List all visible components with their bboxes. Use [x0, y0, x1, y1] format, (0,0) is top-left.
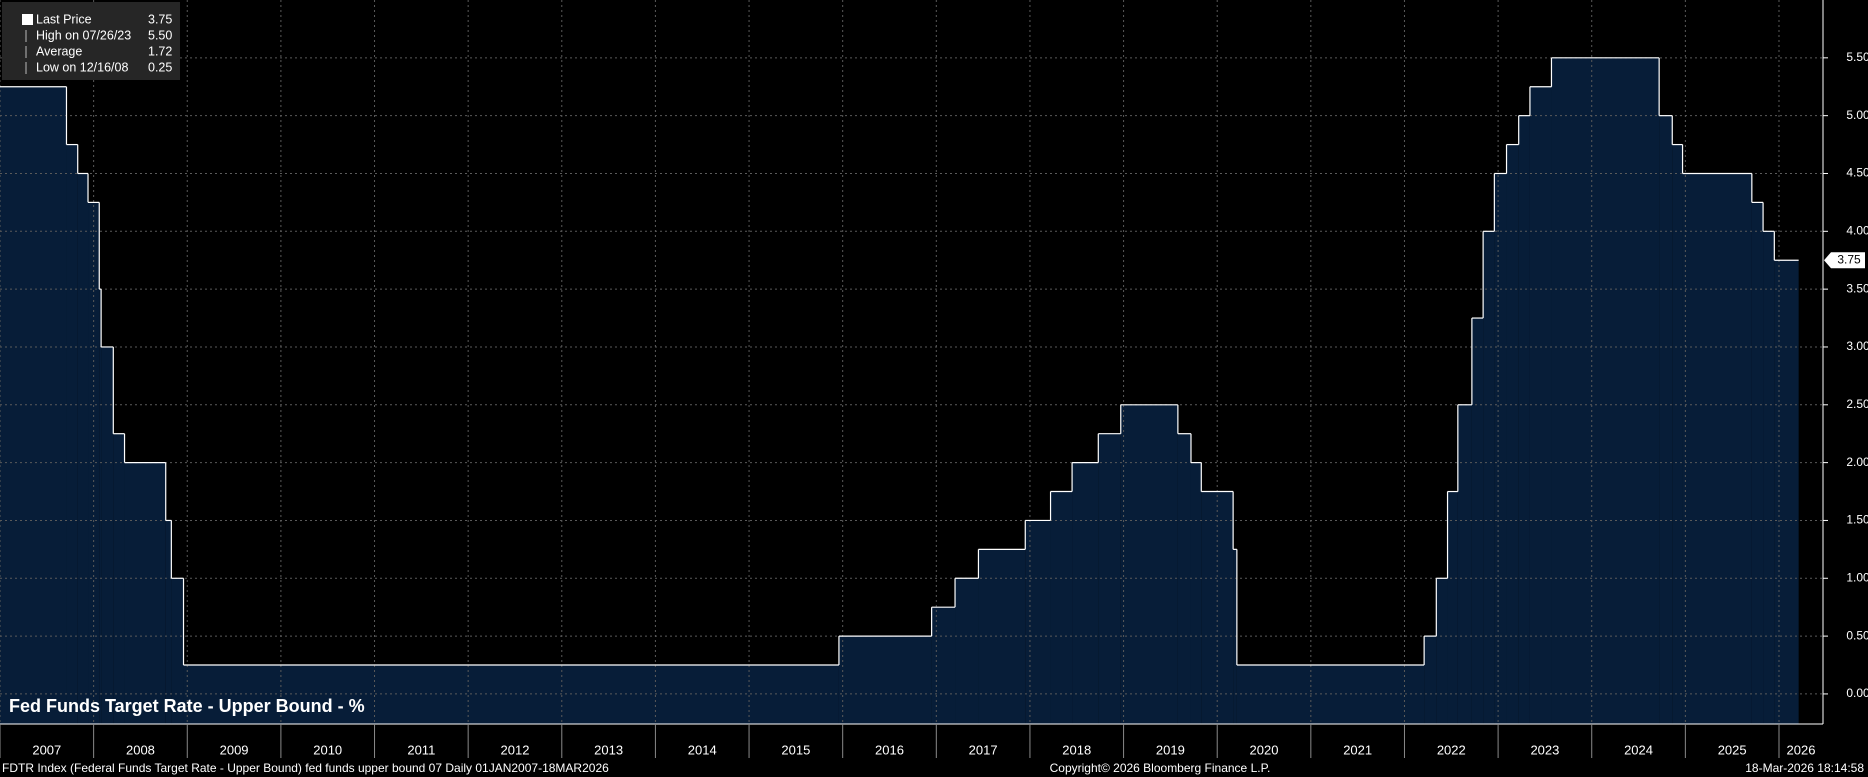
- legend-label: High on 07/26/23: [36, 28, 131, 42]
- area-segment: [88, 202, 100, 724]
- chart-title: Fed Funds Target Rate - Upper Bound - %: [9, 696, 365, 716]
- x-tick-label: 2014: [688, 742, 717, 757]
- y-tick-label: 2.50: [1846, 397, 1868, 411]
- area-segment: [124, 462, 166, 724]
- x-tick-label: 2019: [1156, 742, 1185, 757]
- area-segment: [1424, 636, 1437, 724]
- x-tick-label: 2018: [1062, 742, 1091, 757]
- x-tick-label: 2012: [501, 742, 530, 757]
- footer-right: 18-Mar-2026 18:14:58: [1745, 761, 1864, 775]
- area-segment: [66, 144, 78, 724]
- area-segment: [77, 173, 89, 724]
- x-tick-label: 2017: [969, 742, 998, 757]
- x-tick-label: 2021: [1343, 742, 1372, 757]
- y-tick-label: 1.50: [1846, 513, 1868, 527]
- plot-area: [0, 0, 1823, 725]
- area-segment: [1436, 578, 1448, 724]
- area-segment: [1236, 665, 1425, 724]
- legend-value: 1.72: [148, 44, 172, 58]
- area-segment: [1483, 231, 1495, 724]
- y-tick-label: 4.50: [1846, 166, 1868, 180]
- area-segment: [1659, 115, 1673, 724]
- area-segment: [1751, 202, 1764, 724]
- y-tick-label: 4.00: [1846, 223, 1868, 237]
- x-tick-label: 2015: [781, 742, 810, 757]
- y-tick-label: 0.50: [1846, 628, 1868, 642]
- area-segment: [1177, 433, 1191, 724]
- area-segment: [1233, 549, 1237, 724]
- last-price-label: 3.75: [1837, 252, 1861, 266]
- area-segment: [1098, 433, 1121, 724]
- area-segment: [0, 86, 67, 724]
- area-segment: [1682, 173, 1752, 724]
- area-segment: [1471, 318, 1484, 724]
- y-tick-label: 2.00: [1846, 455, 1868, 469]
- legend-value: 3.75: [148, 12, 172, 26]
- last-price-marker: [1824, 252, 1865, 269]
- x-tick-label: 2023: [1530, 742, 1559, 757]
- area-segment: [183, 665, 839, 724]
- y-tick-label: 0.00: [1846, 686, 1868, 700]
- x-tick-label: 2025: [1718, 742, 1747, 757]
- y-tick-label: 5.50: [1846, 50, 1868, 64]
- area-segment: [1447, 491, 1458, 724]
- x-tick-label: 2024: [1624, 742, 1653, 757]
- legend-label: Low on 12/16/08: [36, 60, 128, 74]
- y-tick-label: 3.50: [1846, 281, 1868, 295]
- legend-swatch: [22, 14, 33, 25]
- legend-label: Last Price: [36, 12, 92, 26]
- x-tick-label: 2013: [594, 742, 623, 757]
- area-segment: [101, 346, 114, 724]
- legend-label: Average: [36, 44, 82, 58]
- area-segment: [1529, 86, 1552, 724]
- x-tick-label: 2011: [407, 742, 435, 757]
- area-segment: [165, 520, 172, 724]
- area-segment: [1120, 404, 1178, 724]
- area-segment: [1763, 231, 1775, 724]
- area-segment: [1672, 144, 1683, 724]
- area-segment: [1551, 57, 1660, 725]
- y-tick-label: 5.00: [1846, 108, 1868, 122]
- area-segment: [99, 289, 102, 724]
- area-segment: [171, 578, 184, 724]
- area-segment: [838, 636, 932, 724]
- area-segment: [955, 578, 979, 724]
- x-tick-label: 2016: [875, 742, 904, 757]
- area-segment: [113, 433, 125, 724]
- footer-left: FDTR Index (Federal Funds Target Rate - …: [2, 761, 609, 775]
- area-segment: [1518, 115, 1530, 724]
- area-segment: [931, 607, 956, 724]
- y-tick-label: 1.00: [1846, 570, 1868, 584]
- x-tick-label: 2008: [126, 742, 155, 757]
- y-tick-label: 3.00: [1846, 339, 1868, 353]
- area-segment: [1494, 173, 1507, 724]
- legend-value: 0.25: [148, 60, 172, 74]
- x-tick-label: 2020: [1250, 742, 1279, 757]
- area-segment: [978, 549, 1026, 724]
- x-tick-label: 2026: [1787, 742, 1816, 757]
- area-segment: [1050, 491, 1073, 724]
- x-tick-label: 2009: [220, 742, 249, 757]
- legend-value: 5.50: [148, 28, 172, 42]
- x-tick-label: 2010: [313, 742, 342, 757]
- area-segment: [1190, 462, 1202, 724]
- area-segment: [1457, 404, 1472, 724]
- footer-center: Copyright© 2026 Bloomberg Finance L.P.: [1050, 761, 1271, 775]
- x-tick-label: 2022: [1437, 742, 1466, 757]
- area-segment: [1072, 462, 1099, 724]
- area-segment: [1774, 260, 1799, 724]
- x-tick-label: 2007: [32, 742, 61, 757]
- legend: Last Price 3.75 High on 07/26/23 5.50 Averag…: [2, 2, 180, 80]
